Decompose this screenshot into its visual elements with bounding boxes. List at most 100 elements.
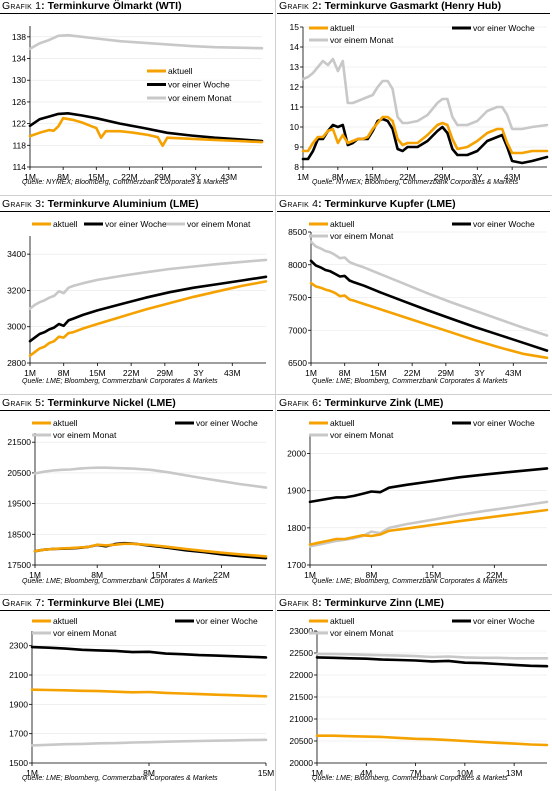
chart-title-text: Terminkurve Aluminium (LME) xyxy=(47,198,199,210)
series-line-aktuell xyxy=(30,688,268,698)
x-tick-label: 1M xyxy=(26,768,38,778)
chart-source: Quelle: LME; Bloomberg, Commerzbank Corp… xyxy=(312,775,508,782)
line-chart: 20000 20500 21000 21500 22000 22500 23000 1M 4M 7… xyxy=(289,616,549,778)
title-separator: : xyxy=(41,0,48,12)
chart-panel-7: Grafik 7: Terminkurve Blei (LME) 1500 1700… xyxy=(0,597,275,791)
title-separator: : xyxy=(318,0,325,12)
y-tick-label: 22500 xyxy=(289,648,313,658)
series-line-vor-einer-woche xyxy=(30,645,268,659)
title-rule xyxy=(277,610,550,611)
y-tick-label: 10 xyxy=(290,122,300,132)
series-line-vor-einem-monat xyxy=(315,652,549,660)
y-tick-label: 20500 xyxy=(7,468,31,478)
title-rule xyxy=(0,13,273,14)
x-tick-label: 8M xyxy=(57,172,69,182)
legend-label: vor einer Woche xyxy=(473,616,535,626)
x-tick-label: 3Y xyxy=(474,368,485,378)
title-rule xyxy=(277,410,550,411)
chart-title-text: Terminkurve Zinn (LME) xyxy=(324,597,444,609)
y-tick-label: 1900 xyxy=(287,486,306,496)
y-tick-label: 1500 xyxy=(9,758,28,768)
series-line-vor-einem-monat xyxy=(28,33,264,51)
title-rule xyxy=(0,410,273,411)
x-tick-label: 22M xyxy=(399,172,416,182)
series-line-aktuell xyxy=(315,734,549,747)
chart-title: Grafik 3: Terminkurve Aluminium (LME) xyxy=(2,198,199,210)
x-tick-label: 22M xyxy=(121,172,138,182)
chart-title-text: Terminkurve Zink (LME) xyxy=(324,397,444,409)
series-line-vor-einem-monat xyxy=(30,738,268,747)
x-tick-label: 29M xyxy=(157,368,174,378)
title-separator: : xyxy=(318,397,325,409)
legend-label: vor einer Woche xyxy=(473,23,535,33)
chart-source: Quelle: LME; Bloomberg, Commerzbank Corp… xyxy=(22,578,218,585)
y-tick-label: 2800 xyxy=(7,358,26,368)
legend-label: aktuell xyxy=(168,66,193,76)
legend-label: vor einem Monat xyxy=(330,231,394,241)
series-line-vor-einem-monat xyxy=(28,258,268,310)
legend-label: aktuell xyxy=(53,418,78,428)
y-tick-label: 114 xyxy=(12,162,26,172)
y-tick-label: 8000 xyxy=(288,260,307,270)
title-rule xyxy=(277,211,550,212)
y-tick-label: 19500 xyxy=(7,499,31,509)
x-tick-label: 1M xyxy=(29,570,41,580)
series-line-vor-einer-woche xyxy=(28,112,264,143)
x-tick-label: 43M xyxy=(221,172,238,182)
legend-label: aktuell xyxy=(330,219,355,229)
y-tick-label: 3000 xyxy=(7,322,26,332)
x-tick-label: 8M xyxy=(91,570,103,580)
x-tick-label: 15M xyxy=(364,172,381,182)
legend-label: vor einem Monat xyxy=(330,430,394,440)
title-separator: : xyxy=(318,198,325,210)
chart-title-text: Terminkurve Gasmarkt (Henry Hub) xyxy=(324,0,502,12)
series-line-aktuell xyxy=(28,280,268,357)
chart-title: Grafik 1: Terminkurve Ölmarkt (WTI) xyxy=(2,0,182,12)
column-separator xyxy=(275,0,276,791)
legend-label: vor einem Monat xyxy=(53,628,117,638)
x-tick-label: 22M xyxy=(123,368,140,378)
y-tick-label: 23000 xyxy=(289,626,313,636)
x-tick-label: 22M xyxy=(486,570,503,580)
chart-title-text: Terminkurve Ölmarkt (WTI) xyxy=(47,0,182,12)
x-tick-label: 8M xyxy=(143,768,155,778)
series-line-aktuell xyxy=(309,281,549,360)
line-chart: 114 118 122 126 130 134 138 1M 8M 15M 22M 29M 3Y 43M a… xyxy=(12,26,264,182)
chart-panel-2: Grafik 2: Terminkurve Gasmarkt (Henry Hu… xyxy=(277,0,552,195)
y-tick-label: 15 xyxy=(290,22,300,32)
y-tick-label: 8 xyxy=(294,162,299,172)
x-tick-label: 7M xyxy=(410,768,422,778)
chart-panel-1: Grafik 1: Terminkurve Ölmarkt (WTI) 114 11… xyxy=(0,0,275,195)
chart-source: Quelle: NYMEX; Bloomberg, Commerzbank Co… xyxy=(312,179,519,186)
line-chart: 6500 7000 7500 8000 8500 1M 8M 15M 22M 29M 3Y 43M ak… xyxy=(288,219,549,378)
line-chart: 1700 1800 1900 2000 1M 8M 15M 22M aktuell vor ein… xyxy=(287,418,549,580)
x-tick-label: 1M xyxy=(24,172,36,182)
x-tick-label: 1M xyxy=(297,172,309,182)
x-tick-label: 22M xyxy=(213,570,230,580)
series-line-vor-einem-monat xyxy=(308,500,549,548)
legend-label: aktuell xyxy=(53,616,78,626)
x-tick-label: 43M xyxy=(504,172,521,182)
legend-label: vor einem Monat xyxy=(168,93,232,103)
x-tick-label: 8M xyxy=(58,368,70,378)
chart-source: Quelle: NYMEX; Bloomberg, Commerzbank Co… xyxy=(22,179,229,186)
y-tick-label: 7000 xyxy=(288,325,307,335)
legend-label: aktuell xyxy=(330,616,355,626)
legend-label: vor einer Woche xyxy=(105,219,167,229)
title-rule xyxy=(277,13,550,14)
x-tick-label: 1M xyxy=(304,570,316,580)
series-line-aktuell xyxy=(301,115,549,155)
series-line-vor-einer-woche xyxy=(308,467,549,504)
series-line-vor-einer-woche xyxy=(309,259,549,352)
title-rule xyxy=(0,610,273,611)
legend-label: vor einer Woche xyxy=(168,80,230,90)
series-line-vor-einem-monat xyxy=(33,466,268,489)
series-line-vor-einem-monat xyxy=(301,57,549,131)
y-tick-label: 2300 xyxy=(9,641,28,651)
y-tick-label: 2000 xyxy=(287,449,306,459)
row-separator xyxy=(0,394,552,395)
grafik-number: Grafik 6 xyxy=(279,397,319,409)
grafik-number: Grafik 2 xyxy=(279,0,319,12)
legend-label: aktuell xyxy=(330,23,355,33)
chart-panel-8: Grafik 8: Terminkurve Zinn (LME) 20000 205… xyxy=(277,597,552,791)
